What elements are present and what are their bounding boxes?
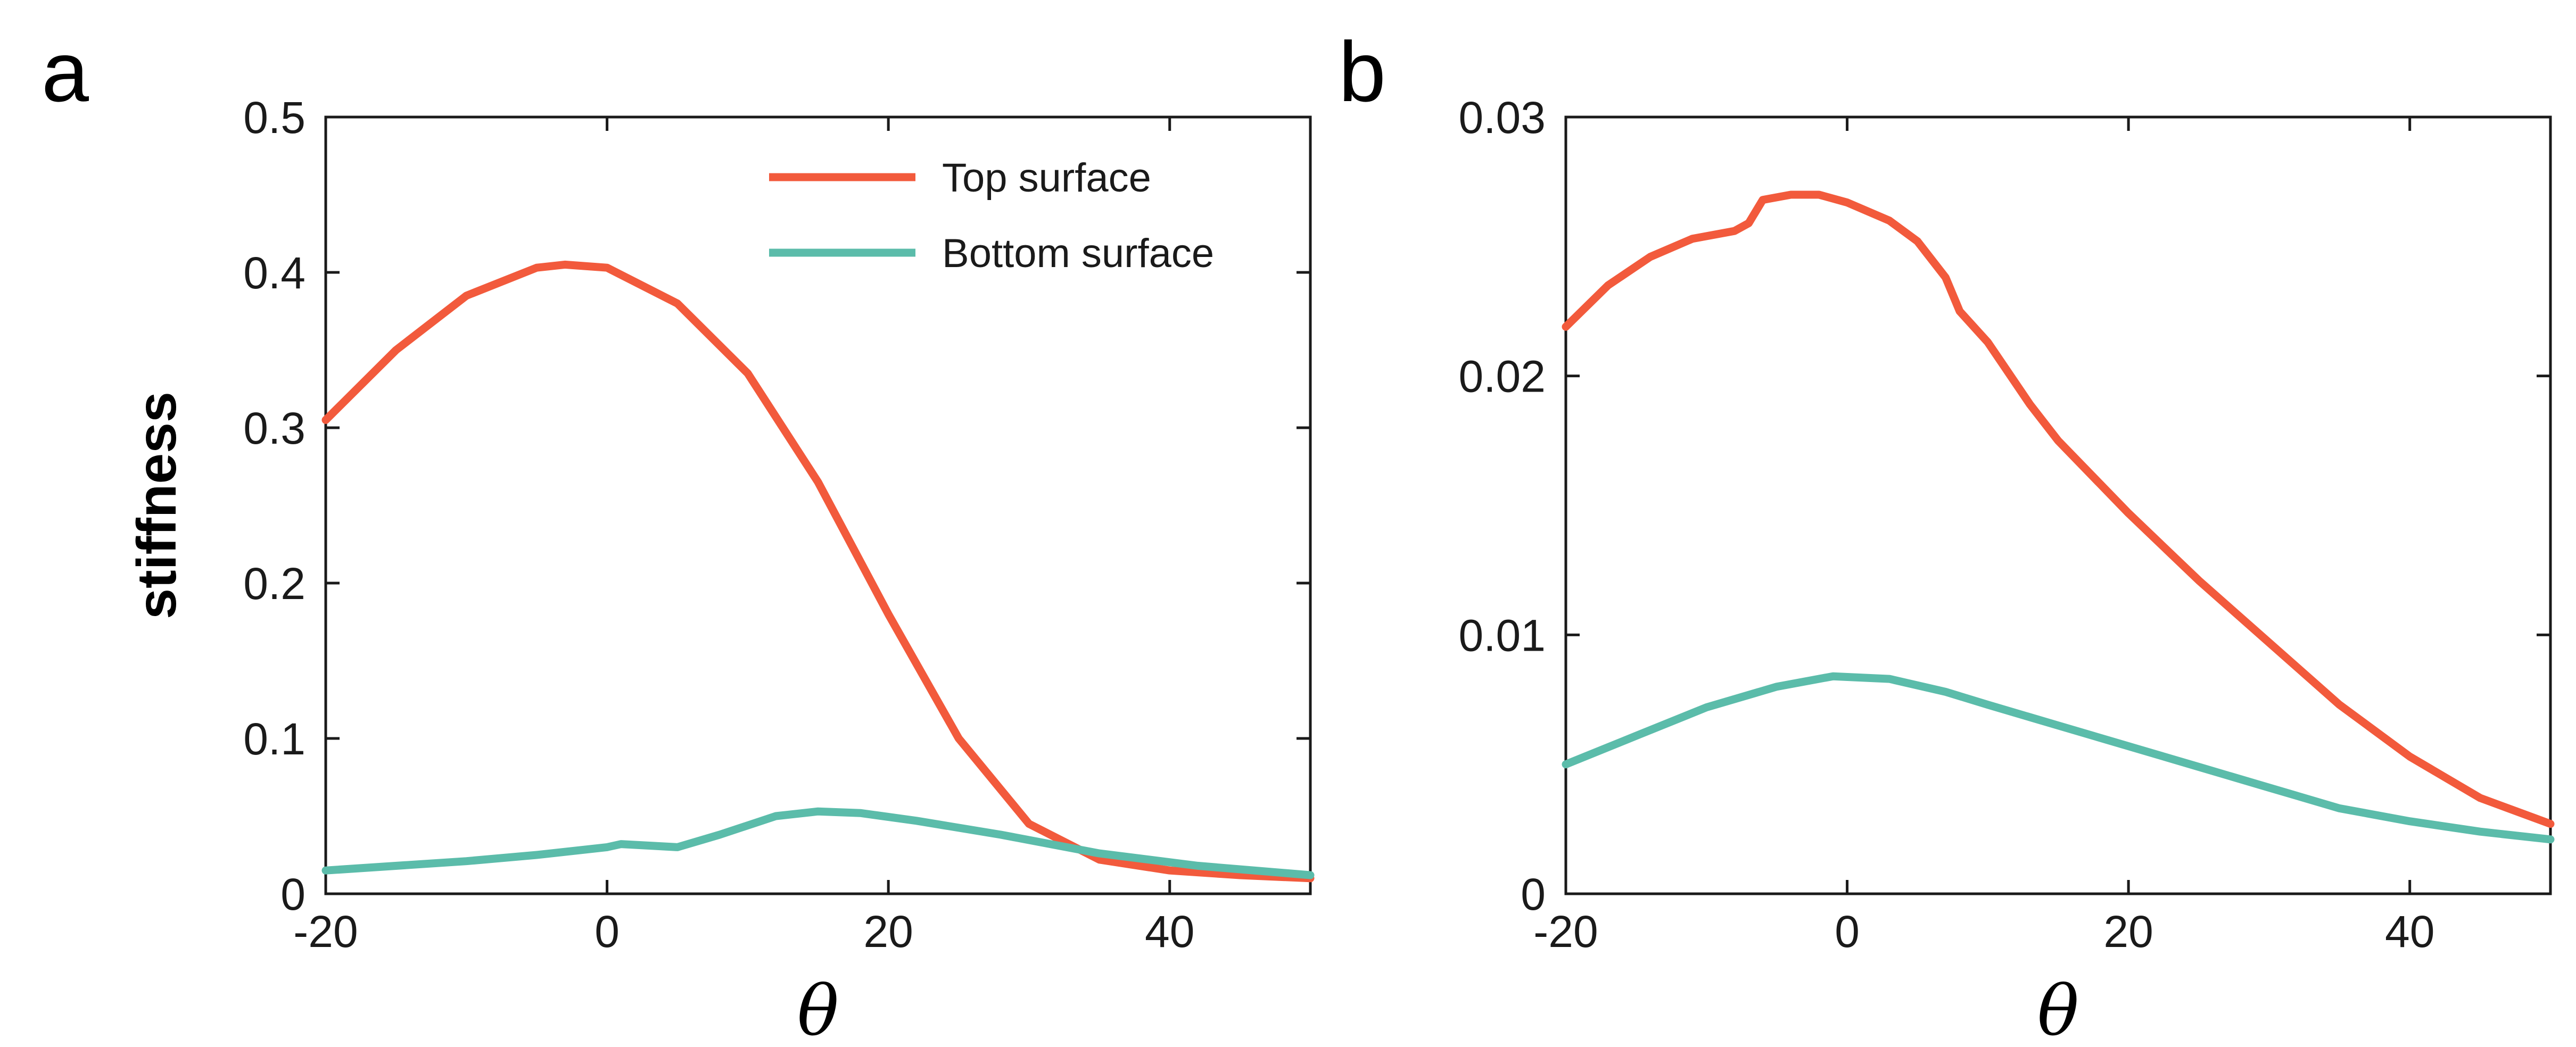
panel-a-ytick-label: 0.2 xyxy=(243,559,306,609)
panel-b-xtick-label: 20 xyxy=(2103,907,2153,957)
panel-b-ytick-label: 0.02 xyxy=(1459,352,1546,402)
legend-label-bottom-surface: Bottom surface xyxy=(942,231,1214,276)
panel-a-ytick-label: 0.3 xyxy=(243,403,306,453)
panel-a-ytick-label: 0.1 xyxy=(243,714,306,764)
panel-a-series xyxy=(321,260,1315,883)
panel-a-ytick-label: 0 xyxy=(280,869,306,919)
panel-b-series-top-surface xyxy=(1562,190,2555,828)
panel-a-ylabel: stiffness xyxy=(126,392,188,619)
legend-label-top-surface: Top surface xyxy=(942,155,1151,201)
panel-b-xtick-label: -20 xyxy=(1533,907,1598,957)
panel-a-ytick-label: 0.4 xyxy=(243,248,306,298)
panel-a-series-bottom-surface xyxy=(321,807,1315,879)
panel-a-xtick-label: 0 xyxy=(595,907,620,957)
panel-b-xtick-label: 40 xyxy=(2385,907,2434,957)
panel-a-axes xyxy=(324,115,1312,895)
panel-b-axes xyxy=(1564,115,2552,895)
panel-label-b: b xyxy=(1339,24,1386,119)
panel-b-series xyxy=(1562,190,2555,844)
panel-a-xtick-label: -20 xyxy=(293,907,358,957)
panel-a-xtick-label: 40 xyxy=(1145,907,1194,957)
panel-a-series-top-surface xyxy=(321,260,1315,883)
panel-a-xlabel: θ xyxy=(797,970,839,1047)
panel-b-ytick-label: 0.03 xyxy=(1459,93,1546,143)
panel-b-ytick-label: 0 xyxy=(1521,869,1546,919)
panel-b-xlabel: θ xyxy=(2037,970,2079,1047)
panel-b-series-bottom-surface xyxy=(1562,672,2555,844)
panel-a-xtick-label: 20 xyxy=(863,907,913,957)
panel-b-xtick-label: 0 xyxy=(1835,907,1860,957)
panel-a-ytick-label: 0.5 xyxy=(243,93,306,143)
panel-a-legend: Top surface Bottom surface xyxy=(769,155,1214,276)
panel-label-a: a xyxy=(42,24,89,119)
panel-b-ytick-label: 0.01 xyxy=(1459,610,1546,660)
